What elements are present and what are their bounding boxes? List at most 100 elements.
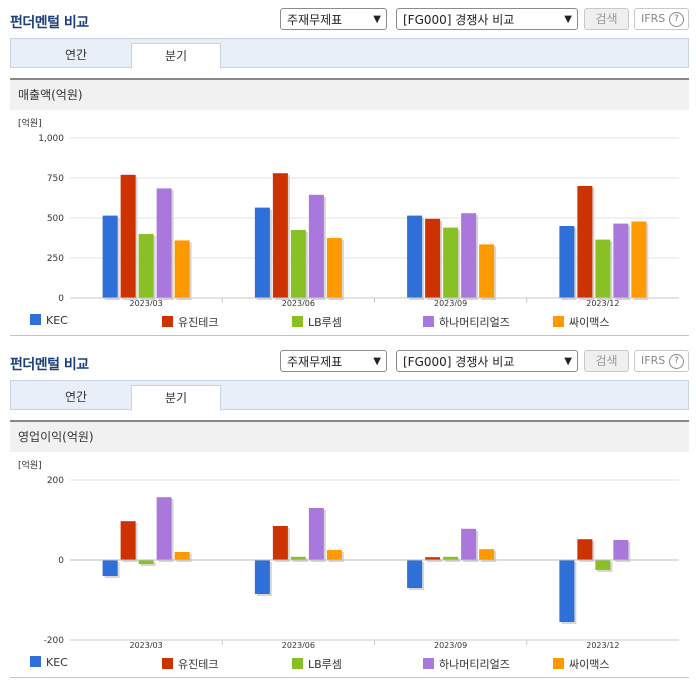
legend-label: 하나머티리얼즈 xyxy=(439,658,510,671)
legend-swatch xyxy=(423,316,434,327)
bar[interactable] xyxy=(613,540,629,560)
peer-group-select[interactable]: [FG000] 경쟁사 비교 ▼ xyxy=(396,350,578,372)
peer-group-value: [FG000] 경쟁사 비교 xyxy=(403,13,515,27)
panel-title: 펀더멘털 비교 xyxy=(10,15,89,31)
legend-swatch xyxy=(292,316,303,327)
legend-swatch xyxy=(553,316,564,327)
bar[interactable] xyxy=(138,560,154,564)
operating-profit-bar-chart: [억원] -200 0 200 2023/03 2023/06 2023/09 2023/12 xyxy=(18,459,679,648)
bar[interactable] xyxy=(425,557,441,560)
bar[interactable] xyxy=(577,539,593,560)
statement-type-select[interactable]: 주재무제표 ▼ xyxy=(280,350,387,372)
legend-label: 유진테크 xyxy=(178,658,219,671)
panel-title: 펀더멘털 비교 xyxy=(10,357,89,373)
fundamental-panel-revenue: 펀더멘털 비교 주재무제표 ▼ [FG000] 경쟁사 비교 ▼ 검색 IFRS… xyxy=(0,0,696,340)
bar[interactable] xyxy=(156,497,172,560)
bar[interactable] xyxy=(254,207,270,298)
ifrs-label: IFRS xyxy=(641,354,666,367)
bar[interactable] xyxy=(308,508,324,560)
tab-annual[interactable]: 연간 xyxy=(64,390,88,404)
fundamental-panel-operating-profit: 펀더멘털 비교 주재무제표 ▼ [FG000] 경쟁사 비교 ▼ 검색 IFRS… xyxy=(0,342,696,684)
bar[interactable] xyxy=(254,560,270,594)
tab-annual[interactable]: 연간 xyxy=(64,48,88,62)
bar[interactable] xyxy=(102,215,118,298)
bar[interactable] xyxy=(407,215,423,298)
y-tick-label: 200 xyxy=(47,476,64,486)
legend-swatch xyxy=(30,314,41,325)
legend-swatch xyxy=(30,656,41,667)
bar[interactable] xyxy=(443,227,459,298)
bar[interactable] xyxy=(443,556,459,560)
bar[interactable] xyxy=(290,230,306,298)
legend-item[interactable]: 싸이맥스 xyxy=(553,314,609,330)
legend-item[interactable]: 유진테크 xyxy=(162,656,218,672)
legend-label: 유진테크 xyxy=(178,316,219,329)
bar[interactable] xyxy=(102,560,118,576)
search-button[interactable]: 검색 xyxy=(584,8,629,30)
legend-item[interactable]: 유진테크 xyxy=(162,314,218,330)
bar[interactable] xyxy=(290,556,306,560)
period-tabs: 연간 분기 xyxy=(10,38,689,69)
bar[interactable] xyxy=(479,549,495,560)
legend-item[interactable]: LB루셈 xyxy=(292,656,342,672)
legend-item[interactable]: 하나머티리얼즈 xyxy=(423,314,510,330)
ifrs-help-button[interactable]: IFRS ? xyxy=(634,8,689,30)
bar[interactable] xyxy=(174,240,190,298)
bar[interactable] xyxy=(461,213,477,298)
bar[interactable] xyxy=(595,560,611,570)
bar[interactable] xyxy=(631,221,647,298)
y-tick-label: 250 xyxy=(47,254,64,264)
bar-shadow xyxy=(427,559,443,562)
bar[interactable] xyxy=(326,238,342,298)
bar[interactable] xyxy=(425,218,441,298)
legend-swatch xyxy=(423,658,434,669)
legend-swatch xyxy=(292,658,303,669)
bar[interactable] xyxy=(479,244,495,298)
legend-item[interactable]: KEC xyxy=(30,656,68,669)
bar[interactable] xyxy=(559,226,575,298)
bar[interactable] xyxy=(577,186,593,298)
bar[interactable] xyxy=(308,194,324,298)
revenue-bar-chart: [억원] 0 250 500 750 1,000 2023/03 2023/06 2023/09… xyxy=(18,117,679,306)
legend-swatch xyxy=(162,316,173,327)
legend-item[interactable]: 하나머티리얼즈 xyxy=(423,656,510,672)
bar[interactable] xyxy=(120,521,136,560)
legend-item[interactable]: KEC xyxy=(30,314,68,327)
bar[interactable] xyxy=(559,560,575,622)
bar[interactable] xyxy=(595,239,611,298)
legend-label: 하나머티리얼즈 xyxy=(439,316,510,329)
bar[interactable] xyxy=(156,188,172,298)
y-tick-label: 500 xyxy=(47,214,64,224)
unit-label: [억원] xyxy=(18,117,42,129)
revenue-chart-box: 매출액(억원) [억원] 0 250 500 750 1,000 2023/03 2023/0… xyxy=(10,78,689,336)
tab-quarterly[interactable]: 분기 xyxy=(131,43,221,69)
legend-item[interactable]: LB루셈 xyxy=(292,314,342,330)
bar[interactable] xyxy=(461,528,477,560)
operating-profit-chart-box: 영업이익(억원) [억원] -200 0 200 2023/03 2023/06 2023/… xyxy=(10,420,689,678)
tab-quarterly[interactable]: 분기 xyxy=(131,385,221,411)
chart-title: 매출액(억원) xyxy=(10,80,689,110)
y-tick-label: 0 xyxy=(58,556,64,566)
x-tick-label: 2023/06 xyxy=(282,299,315,306)
legend-item[interactable]: 싸이맥스 xyxy=(553,656,609,672)
unit-label: [억원] xyxy=(18,459,42,471)
bar[interactable] xyxy=(174,552,190,560)
period-tabs: 연간 분기 xyxy=(10,380,689,411)
bar[interactable] xyxy=(120,174,136,298)
bar[interactable] xyxy=(407,560,423,588)
search-button[interactable]: 검색 xyxy=(584,350,629,372)
legend-label: LB루셈 xyxy=(308,658,342,671)
bar[interactable] xyxy=(138,234,154,298)
chevron-down-icon: ▼ xyxy=(373,356,381,367)
peer-group-select[interactable]: [FG000] 경쟁사 비교 ▼ xyxy=(396,8,578,30)
bar[interactable] xyxy=(613,223,629,298)
x-tick-label: 2023/03 xyxy=(130,641,163,648)
y-tick-label: 750 xyxy=(47,174,64,184)
bar[interactable] xyxy=(272,526,288,560)
bar[interactable] xyxy=(326,550,342,560)
statement-type-select[interactable]: 주재무제표 ▼ xyxy=(280,8,387,30)
x-tick-label: 2023/12 xyxy=(586,299,619,306)
bar[interactable] xyxy=(272,173,288,298)
ifrs-help-button[interactable]: IFRS ? xyxy=(634,350,689,372)
y-tick-label: 0 xyxy=(58,294,64,304)
